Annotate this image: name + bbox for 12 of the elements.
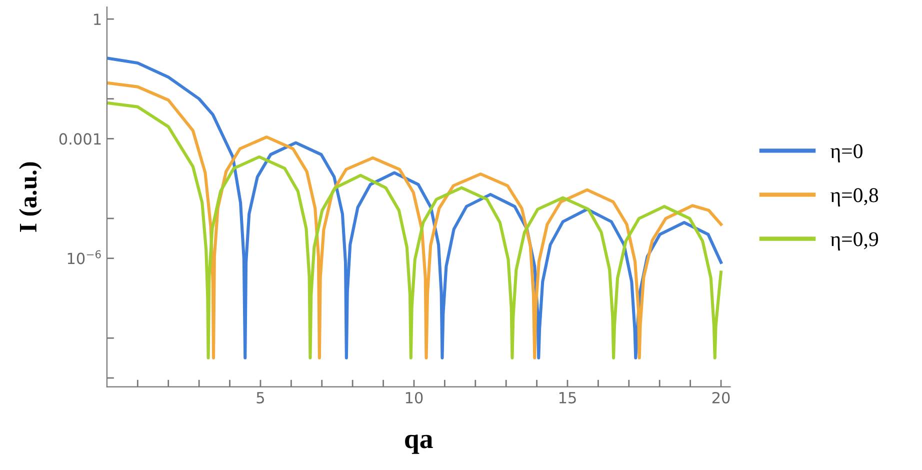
y-tick-label: 1 [94, 14, 101, 25]
legend-label: η=0,9 [830, 232, 878, 250]
x-tick-label: 20 [712, 392, 730, 404]
y-axis-title: I (a.u.) [19, 162, 42, 232]
legend-label: η=0 [830, 144, 862, 162]
x-tick-label: 10 [406, 392, 423, 404]
legend-label: η=0,8 [830, 188, 878, 206]
x-tick-label: 15 [559, 392, 576, 404]
x-axis-title: qa [405, 434, 433, 454]
y-tick-label: 0.001 [59, 133, 101, 145]
y-tick-label: 10$^{−6}$ [68, 250, 101, 264]
x-tick-label: 5 [256, 392, 264, 404]
